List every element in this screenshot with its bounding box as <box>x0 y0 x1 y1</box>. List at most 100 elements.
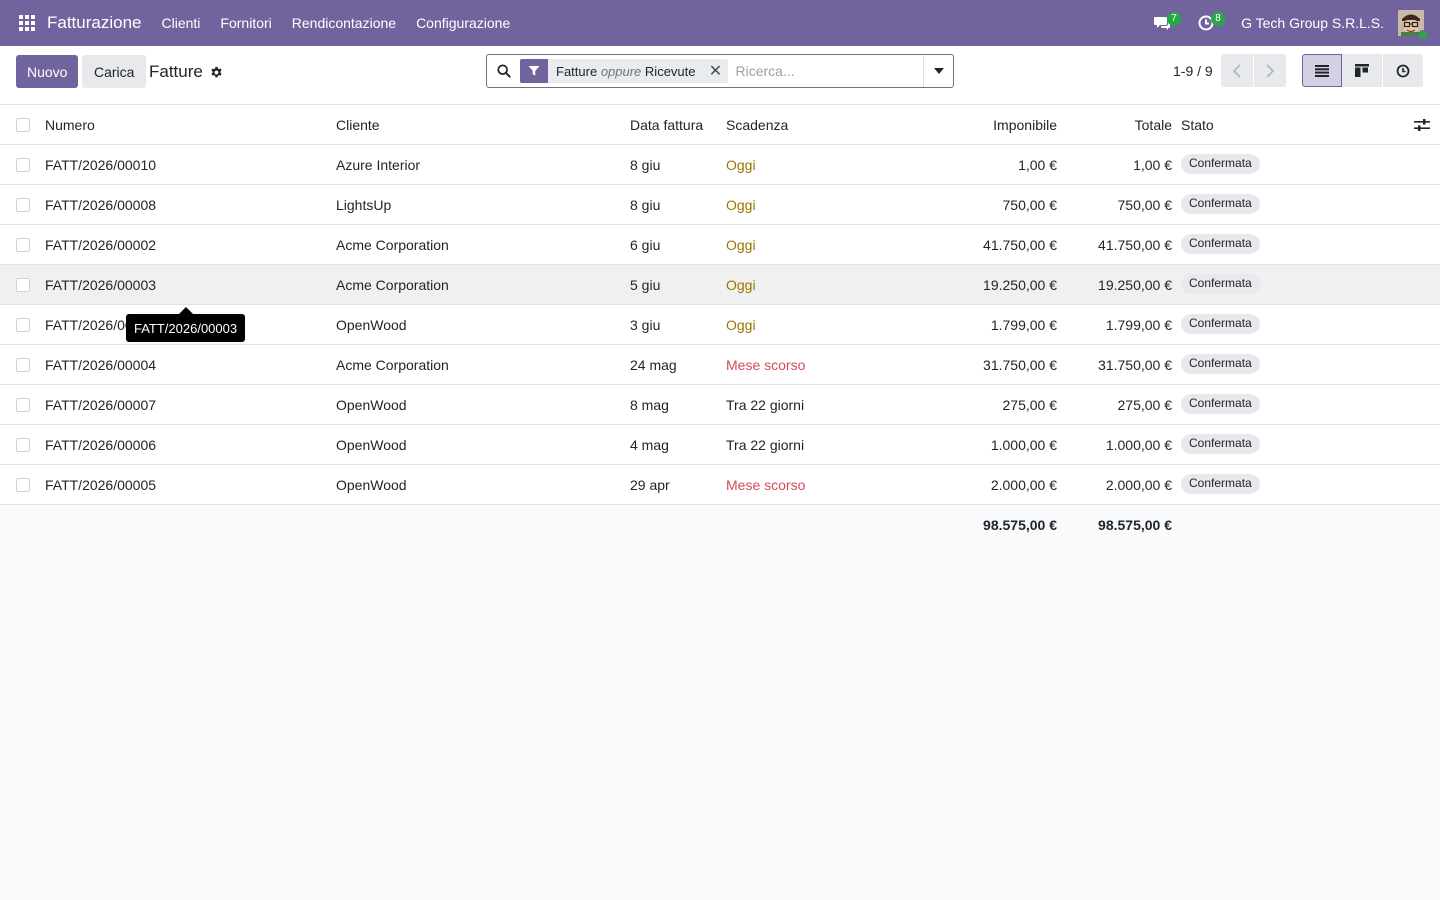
invoices-table: Numero Cliente Data fattura Scadenza Imp… <box>0 105 1440 543</box>
cell-numero: FATT/2026/00003 <box>45 276 157 293</box>
list-view-button[interactable] <box>1302 54 1342 87</box>
pager-next-button[interactable] <box>1254 54 1286 87</box>
cell-stato: Confermata <box>1181 225 1260 264</box>
new-button[interactable]: Nuovo <box>16 55 79 88</box>
company-switcher[interactable]: G Tech Group S.R.L.S. <box>1241 15 1384 31</box>
activity-view-button[interactable] <box>1383 54 1423 87</box>
cell-stato: Confermata <box>1181 305 1260 344</box>
facet-value-ricevute: Ricevute <box>644 63 696 79</box>
facet-values: Fatture oppure Ricevute <box>548 64 704 79</box>
select-all-checkbox[interactable] <box>16 105 30 144</box>
table-row[interactable]: FATT/2026/00007 OpenWood 8 mag Tra 22 giorn… <box>0 385 1440 425</box>
cell-totale: 1.799,00 € <box>1105 316 1172 333</box>
chevron-right-icon <box>1266 63 1274 78</box>
cell-totale: 275,00 € <box>1117 396 1173 413</box>
status-badge: Confermata <box>1181 353 1260 374</box>
status-badge: Confermata <box>1181 153 1260 174</box>
cell-data-fattura: 24 mag <box>630 356 677 373</box>
row-checkbox[interactable] <box>16 185 30 224</box>
column-header-imponibile[interactable]: Imponibile <box>993 116 1057 133</box>
kanban-view-button[interactable] <box>1342 54 1382 87</box>
cell-scadenza: Oggi <box>726 236 756 253</box>
table-row[interactable]: FATT/2026/00005 OpenWood 29 apr Mese scorso… <box>0 465 1440 505</box>
caret-down-icon <box>933 68 944 74</box>
cell-stato: Confermata <box>1181 385 1260 424</box>
column-header-scadenza[interactable]: Scadenza <box>726 116 789 133</box>
page-title: Fatture <box>149 62 203 81</box>
close-icon[interactable]: ✕ <box>708 63 723 80</box>
cell-totale: 41.750,00 € <box>1098 236 1172 253</box>
main-navbar: Fatturazione Clienti Fornitori Rendicont… <box>0 0 1440 46</box>
cell-stato: Confermata <box>1181 185 1260 224</box>
row-checkbox[interactable] <box>16 345 30 384</box>
column-header-data-fattura[interactable]: Data fattura <box>630 116 704 133</box>
table-row[interactable]: FATT/2026/00003 Acme Corporation 5 giu Oggi… <box>0 265 1440 305</box>
menu-configurazione[interactable]: Configurazione <box>416 15 511 31</box>
cell-data-fattura: 6 giu <box>630 236 661 253</box>
cell-numero: FATT/2026/00005 <box>45 476 157 493</box>
search-filter-facet: Fatture oppure Ricevute ✕ <box>520 59 728 83</box>
optional-columns-icon[interactable] <box>1414 105 1432 144</box>
row-checkbox[interactable] <box>16 385 30 424</box>
kanban-view-icon <box>1355 64 1369 77</box>
pager-previous-button[interactable] <box>1221 54 1253 87</box>
filter-icon <box>520 59 548 83</box>
gear-icon[interactable] <box>210 66 223 79</box>
cell-totale: 2.000,00 € <box>1105 476 1172 493</box>
row-checkbox[interactable] <box>16 465 30 504</box>
cell-scadenza: Oggi <box>726 196 756 213</box>
messages-button[interactable]: 7 <box>1147 8 1182 38</box>
cell-cliente: Acme Corporation <box>336 236 449 253</box>
column-header-stato[interactable]: Stato <box>1181 116 1214 133</box>
user-avatar[interactable] <box>1398 10 1428 40</box>
row-checkbox[interactable] <box>16 425 30 464</box>
menu-clienti[interactable]: Clienti <box>161 15 201 31</box>
search-bar: Fatture oppure Ricevute ✕ <box>486 54 954 88</box>
row-checkbox[interactable] <box>16 225 30 264</box>
cell-imponibile: 41.750,00 € <box>983 236 1057 253</box>
total-imponibile: 98.575,00 € <box>983 516 1057 533</box>
online-status-indicator <box>1418 30 1428 40</box>
activities-button[interactable]: 8 <box>1191 8 1226 38</box>
cell-data-fattura: 4 mag <box>630 436 669 453</box>
table-row[interactable]: FATT/2026/00008 LightsUp 8 giu Oggi 750,00 €… <box>0 185 1440 225</box>
cell-imponibile: 1.000,00 € <box>990 436 1057 453</box>
table-row[interactable]: FATT/2026/00002 Acme Corporation 6 giu Oggi… <box>0 225 1440 265</box>
cell-cliente: LightsUp <box>336 196 392 213</box>
cell-data-fattura: 29 apr <box>630 476 670 493</box>
cell-data-fattura: 8 giu <box>630 196 661 213</box>
cell-data-fattura: 3 giu <box>630 316 661 333</box>
cell-numero: FATT/2026/00010 <box>45 156 157 173</box>
menu-fornitori[interactable]: Fornitori <box>220 15 272 31</box>
row-checkbox[interactable] <box>16 265 30 304</box>
table-row[interactable]: FATT/2026/00004 Acme Corporation 24 mag Mes… <box>0 345 1440 385</box>
cell-data-fattura: 5 giu <box>630 276 661 293</box>
search-options-toggle[interactable] <box>923 55 953 87</box>
upload-button[interactable]: Carica <box>82 55 147 88</box>
column-header-cliente[interactable]: Cliente <box>336 116 380 133</box>
row-checkbox[interactable] <box>16 145 30 184</box>
cell-cliente: OpenWood <box>336 396 407 413</box>
table-row[interactable]: FATT/2026/00010 Azure Interior 8 giu Oggi 1,… <box>0 145 1440 185</box>
cell-cliente: OpenWood <box>336 316 407 333</box>
pager-value[interactable]: 1-9 / 9 <box>1173 63 1213 79</box>
cell-scadenza: Oggi <box>726 156 756 173</box>
cell-imponibile: 275,00 € <box>1002 396 1058 413</box>
cell-numero: FATT/2026/00008 <box>45 196 157 213</box>
table-row[interactable]: FATT/2026/00006 OpenWood 4 mag Tra 22 giorn… <box>0 425 1440 465</box>
column-header-totale[interactable]: Totale <box>1134 116 1172 133</box>
apps-menu-button[interactable] <box>12 8 42 38</box>
row-checkbox[interactable] <box>16 305 30 344</box>
column-header-numero[interactable]: Numero <box>45 116 95 133</box>
status-badge: Confermata <box>1181 233 1260 254</box>
cell-cliente: Azure Interior <box>336 156 421 173</box>
cell-totale: 31.750,00 € <box>1098 356 1172 373</box>
menu-rendicontazione[interactable]: Rendicontazione <box>291 15 397 31</box>
search-input[interactable] <box>735 63 923 79</box>
app-name[interactable]: Fatturazione <box>47 13 142 32</box>
facet-separator: oppure <box>600 63 642 79</box>
search-icon[interactable] <box>487 55 521 87</box>
cell-scadenza: Mese scorso <box>726 476 806 493</box>
cell-numero: FATT/2026/00006 <box>45 436 157 453</box>
facet-value-fatture: Fatture <box>556 63 598 79</box>
